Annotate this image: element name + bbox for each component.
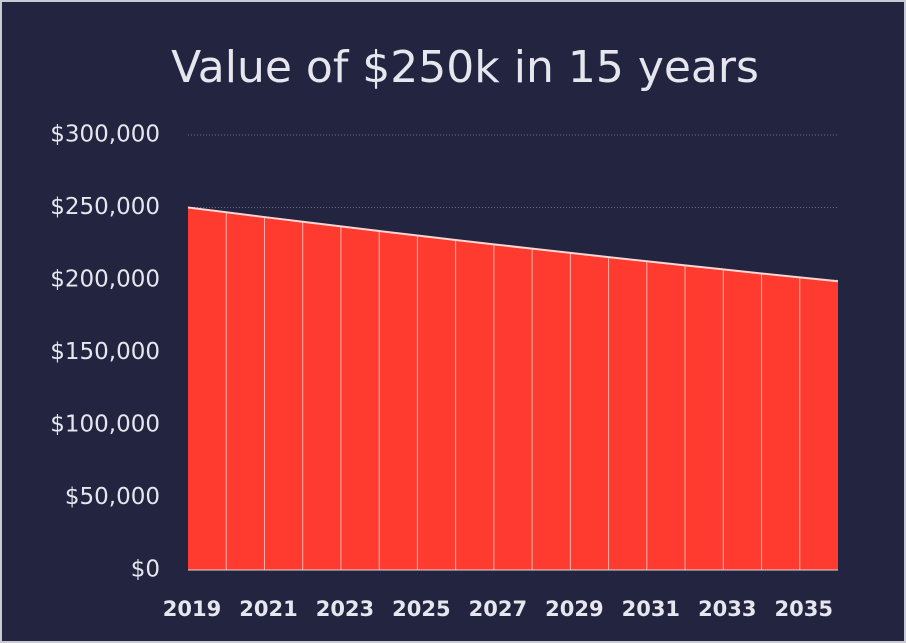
x-tick-label: 2019 [163,597,221,621]
area-line [187,206,839,283]
y-tick-label: $250,000 [50,194,160,220]
x-tick-label: 2033 [698,597,756,621]
y-tick-label: $0 [131,557,160,583]
chart-title: Value of $250k in 15 years [171,42,759,93]
y-tick-label: $50,000 [65,484,160,510]
x-tick-label: 2023 [316,597,374,621]
y-tick-label: $200,000 [50,267,160,293]
y-tick-label: $300,000 [50,122,160,148]
y-tick-label: $150,000 [50,339,160,365]
area [188,207,838,570]
x-tick-label: 2021 [239,597,297,621]
x-tick-label: 2031 [622,597,680,621]
x-tick-label: 2029 [545,597,603,621]
x-tick-label: 2025 [392,597,450,621]
x-tick-label: 2035 [775,597,833,621]
x-tick-label: 2027 [469,597,527,621]
y-tick-label: $100,000 [50,412,160,438]
